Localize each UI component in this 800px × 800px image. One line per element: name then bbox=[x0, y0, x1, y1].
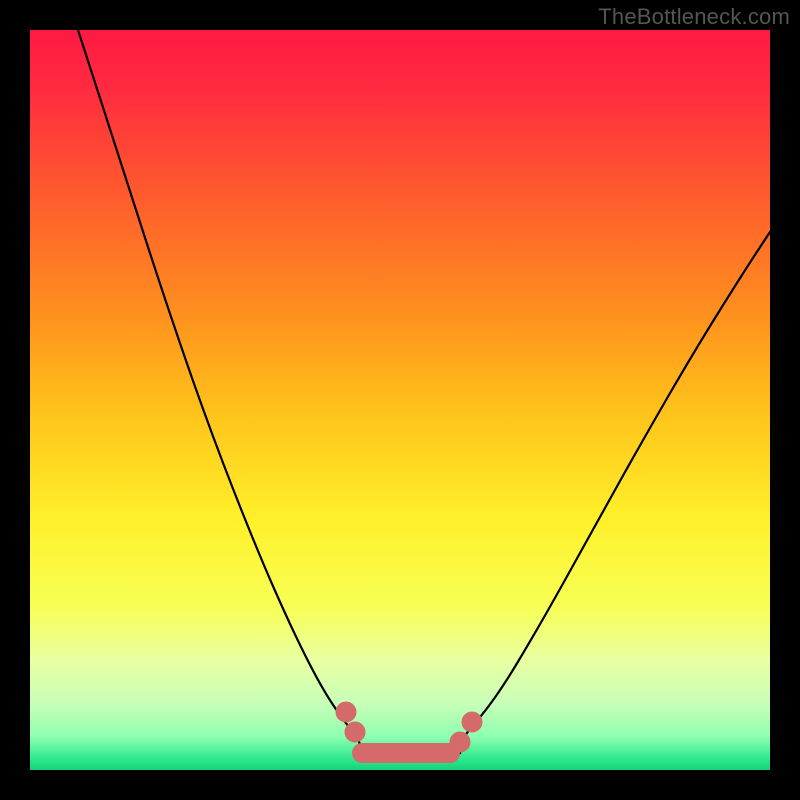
chart-stage: TheBottleneck.com bbox=[0, 0, 800, 800]
watermark-text: TheBottleneck.com bbox=[598, 4, 790, 30]
marker-dot bbox=[336, 702, 356, 722]
marker-dot bbox=[345, 722, 365, 742]
marker-dot bbox=[450, 732, 470, 752]
plot-background bbox=[30, 30, 770, 770]
chart-svg bbox=[0, 0, 800, 800]
marker-dot bbox=[462, 712, 482, 732]
